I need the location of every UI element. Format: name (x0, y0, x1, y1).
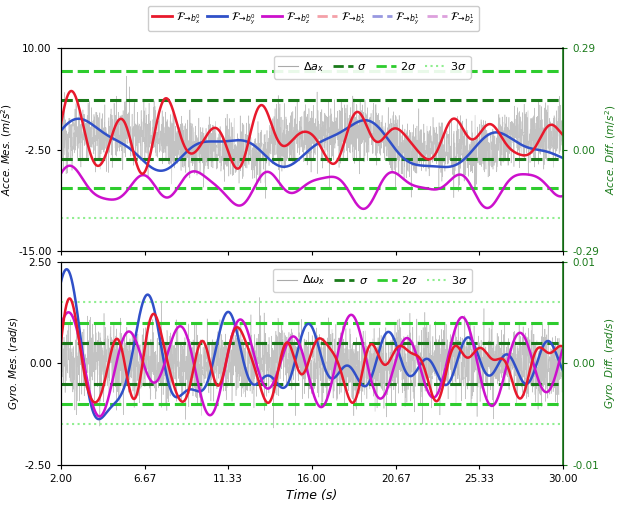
Legend: $\Delta\omega_x$, $\sigma$, $2\sigma$, $3\sigma$: $\Delta\omega_x$, $\sigma$, $2\sigma$, $… (273, 269, 472, 292)
Y-axis label: Gyro. Diff. $(rad/s)$: Gyro. Diff. $(rad/s)$ (603, 318, 617, 409)
Legend: $\Delta a_x$, $\sigma$, $2\sigma$, $3\sigma$: $\Delta a_x$, $\sigma$, $2\sigma$, $3\si… (274, 56, 470, 79)
Legend: $\mathcal{F}_{\!\rightarrow\! b_x^0}$, $\mathcal{F}_{\!\rightarrow\! b_y^0}$, $\: $\mathcal{F}_{\!\rightarrow\! b_x^0}$, $… (148, 6, 479, 31)
Y-axis label: Gyro. Mes. $(rad/s)$: Gyro. Mes. $(rad/s)$ (7, 316, 20, 410)
Y-axis label: Acce. Mes. $(m/s^2)$: Acce. Mes. $(m/s^2)$ (0, 104, 14, 196)
X-axis label: Time (s): Time (s) (286, 489, 338, 502)
Y-axis label: Acce. Diff. $(m/s^2)$: Acce. Diff. $(m/s^2)$ (604, 105, 618, 195)
